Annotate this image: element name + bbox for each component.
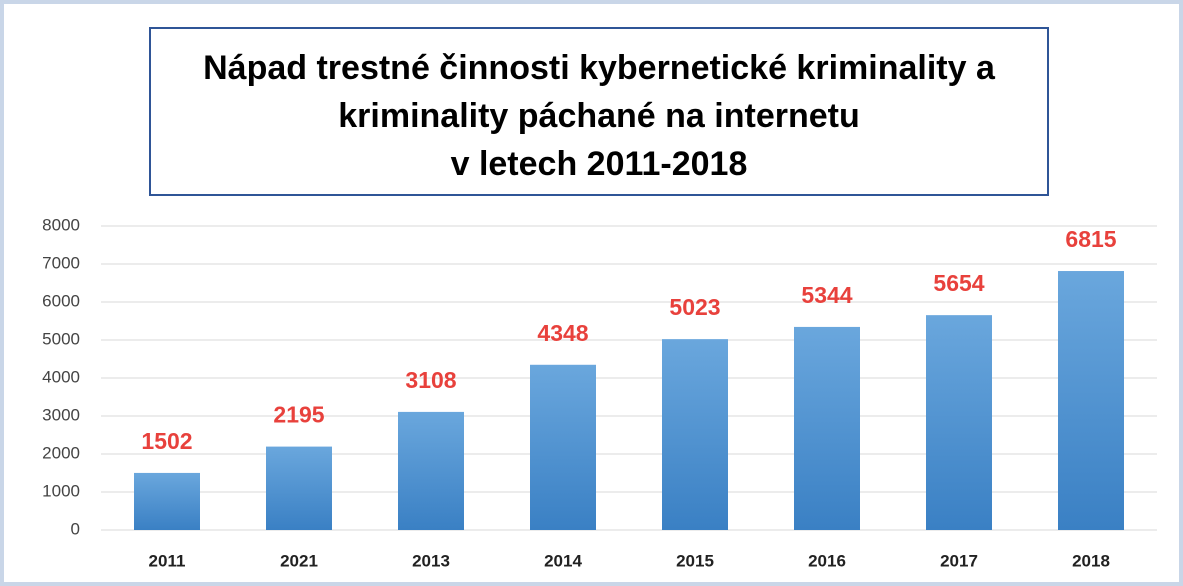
x-tick-label: 2021 <box>280 551 318 570</box>
bar <box>530 364 596 530</box>
value-label: 1502 <box>141 428 192 454</box>
bar <box>398 411 464 530</box>
value-label: 2195 <box>273 402 324 428</box>
x-tick-label: 2011 <box>149 551 186 570</box>
x-tick-label: 2014 <box>544 551 582 570</box>
x-tick-label: 2018 <box>1072 551 1110 570</box>
chart-title: Nápad trestné činnosti kybernetické krim… <box>203 49 996 87</box>
y-tick-label: 8000 <box>42 215 80 234</box>
bar <box>266 446 332 530</box>
x-tick-label: 2017 <box>940 551 978 570</box>
value-label: 5344 <box>801 282 852 308</box>
value-label: 5654 <box>933 270 984 296</box>
chart-title: v letech 2011-2018 <box>451 145 748 183</box>
title-box <box>149 27 1049 196</box>
x-tick-label: 2016 <box>808 551 846 570</box>
y-tick-label: 1000 <box>42 481 80 500</box>
y-tick-label: 2000 <box>42 443 80 462</box>
x-tick-label: 2013 <box>412 551 450 570</box>
y-tick-label: 6000 <box>42 291 80 310</box>
value-label: 3108 <box>405 367 456 393</box>
y-tick-label: 4000 <box>42 367 80 386</box>
value-label: 6815 <box>1065 226 1116 252</box>
chart-title: kriminality páchané na internetu <box>338 97 859 135</box>
y-tick-label: 5000 <box>42 329 80 348</box>
bar <box>926 315 992 530</box>
y-tick-label: 0 <box>71 519 80 538</box>
bar <box>794 326 860 530</box>
bar <box>1058 271 1124 530</box>
x-tick-label: 2015 <box>676 551 714 570</box>
y-tick-label: 3000 <box>42 405 80 424</box>
bar <box>134 472 200 530</box>
bar <box>662 339 728 530</box>
value-label: 4348 <box>537 320 588 346</box>
value-label: 5023 <box>669 294 720 320</box>
y-tick-label: 7000 <box>42 253 80 272</box>
